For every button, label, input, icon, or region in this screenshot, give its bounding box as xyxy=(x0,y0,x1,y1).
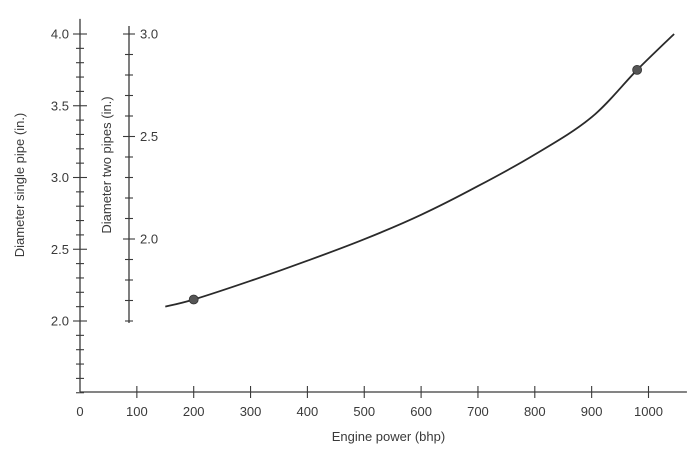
y2-axis-title: Diameter two pipes (in.) xyxy=(99,96,114,233)
data-point xyxy=(188,294,199,305)
x-tick-label: 700 xyxy=(467,404,489,419)
x-ticks: 0 100 200 300 400 500 600 700 800 900 1000 xyxy=(76,386,663,419)
x-tick-label: 1000 xyxy=(634,404,663,419)
y-tick-label: 4.0 xyxy=(51,27,69,42)
x-tick-label: 800 xyxy=(524,404,546,419)
y-axis-title: Diameter single pipe (in.) xyxy=(12,113,27,258)
y-tick-label: 2.5 xyxy=(51,242,69,257)
x-tick-label: 200 xyxy=(183,404,205,419)
x-axis-title: Engine power (bhp) xyxy=(332,429,445,444)
data-point xyxy=(632,64,643,75)
x-tick-label: 900 xyxy=(581,404,603,419)
y2-tick-label: 3.0 xyxy=(140,27,158,42)
axes xyxy=(79,18,687,393)
y2-tick-label: 2.5 xyxy=(140,129,158,144)
x-tick-label: 400 xyxy=(297,404,319,419)
y-tick-label: 3.0 xyxy=(51,170,69,185)
x-tick-label: 0 xyxy=(76,404,83,419)
y-tick-label: 2.0 xyxy=(51,314,69,329)
y2-tick-label: 2.0 xyxy=(140,232,158,247)
y-ticks: 2.0 2.5 3.0 3.5 4.0 xyxy=(51,27,87,394)
y2-ticks: 2.0 2.5 3.0 xyxy=(123,27,158,322)
series-line xyxy=(165,33,675,308)
x-tick-label: 500 xyxy=(353,404,375,419)
x-tick-label: 100 xyxy=(126,404,148,419)
x-tick-label: 600 xyxy=(410,404,432,419)
series xyxy=(165,33,675,308)
y-tick-label: 3.5 xyxy=(51,98,69,113)
x-tick-label: 300 xyxy=(240,404,262,419)
